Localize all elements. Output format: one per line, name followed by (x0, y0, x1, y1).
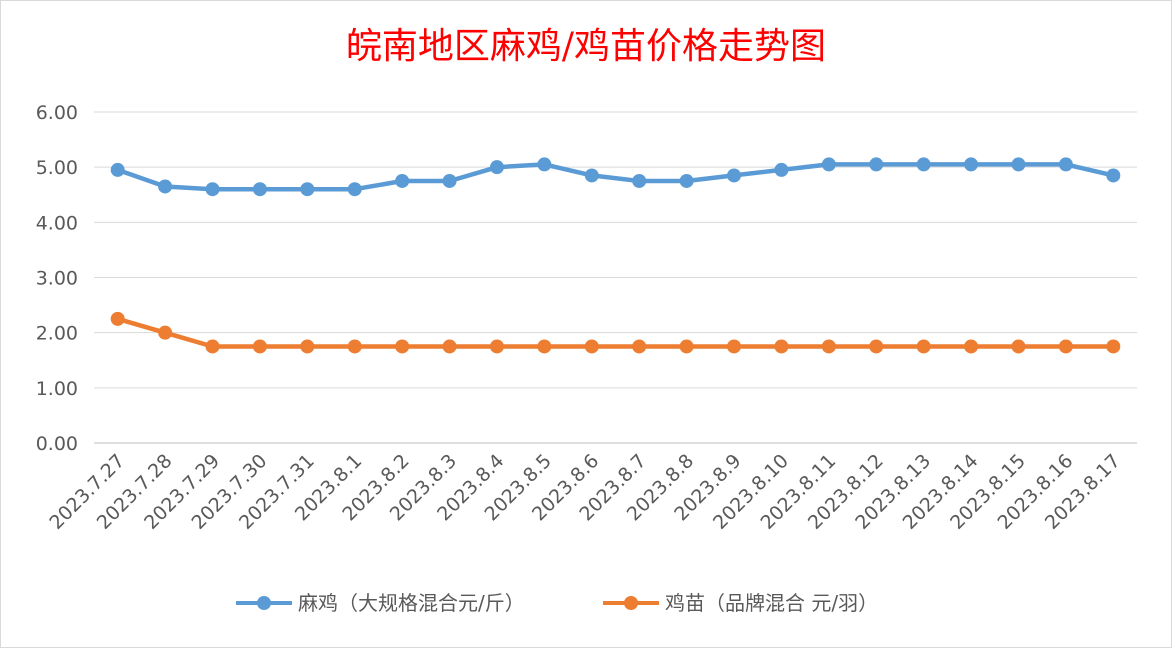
data-point-series-0 (110, 162, 125, 177)
data-point-series-1 (442, 339, 457, 354)
data-point-series-0 (1011, 157, 1026, 172)
data-point-series-0 (679, 173, 694, 188)
legend: 麻鸡（大规格混合元/斤） 鸡苗（品牌混合 元/羽） (236, 591, 878, 615)
data-point-series-1 (537, 339, 552, 354)
data-point-series-1 (821, 339, 836, 354)
y-tick-label: 6.00 (36, 102, 78, 124)
data-point-series-0 (252, 182, 267, 197)
data-point-series-0 (727, 168, 742, 183)
data-point-series-0 (1058, 157, 1073, 172)
y-tick-label: 2.00 (36, 323, 78, 345)
data-point-series-1 (300, 339, 315, 354)
data-point-series-0 (489, 160, 504, 175)
data-point-series-1 (252, 339, 267, 354)
data-point-series-0 (300, 182, 315, 197)
data-point-series-1 (1011, 339, 1026, 354)
data-point-series-0 (774, 162, 789, 177)
data-point-series-0 (347, 182, 362, 197)
data-point-series-0 (442, 173, 457, 188)
data-point-series-0 (1106, 168, 1121, 183)
data-point-series-0 (632, 173, 647, 188)
legend-label-series-1: 鸡苗（品牌混合 元/羽） (665, 591, 878, 615)
series-line-0 (115, 162, 1116, 192)
data-point-series-0 (916, 157, 931, 172)
y-tick-label: 4.00 (36, 212, 78, 234)
y-tick-label: 5.00 (36, 157, 78, 179)
data-point-series-0 (964, 157, 979, 172)
data-point-series-1 (964, 339, 979, 354)
data-point-series-1 (916, 339, 931, 354)
data-point-series-1 (1058, 339, 1073, 354)
data-point-series-0 (584, 168, 599, 183)
data-point-series-0 (821, 157, 836, 172)
gridlines (94, 111, 1137, 444)
data-point-series-1 (395, 339, 410, 354)
data-point-series-1 (489, 339, 504, 354)
data-point-series-1 (205, 339, 220, 354)
legend-label-series-0: 麻鸡（大规格混合元/斤） (298, 591, 525, 615)
series-group (110, 157, 1121, 354)
data-point-series-1 (774, 339, 789, 354)
chart-title: 皖南地区麻鸡/鸡苗价格走势图 (346, 26, 826, 67)
data-point-series-0 (395, 173, 410, 188)
data-point-series-0 (205, 182, 220, 197)
series-line-1 (115, 316, 1116, 349)
data-point-series-0 (158, 179, 173, 194)
data-point-series-1 (347, 339, 362, 354)
data-point-series-1 (584, 339, 599, 354)
data-point-series-1 (1106, 339, 1121, 354)
legend-marker-series-1 (624, 596, 638, 610)
data-point-series-0 (869, 157, 884, 172)
data-point-series-1 (158, 325, 173, 340)
data-point-series-1 (869, 339, 884, 354)
legend-marker-series-0 (257, 596, 271, 610)
y-tick-label: 0.00 (36, 433, 78, 455)
data-point-series-1 (727, 339, 742, 354)
data-point-series-1 (110, 311, 125, 326)
data-point-series-0 (537, 157, 552, 172)
x-axis-ticks: 2023.7.272023.7.282023.7.292023.7.302023… (45, 450, 1125, 534)
data-point-series-1 (679, 339, 694, 354)
y-axis-ticks: 0.00 1.00 2.00 3.00 4.00 5.00 6.00 (36, 102, 78, 455)
y-tick-label: 3.00 (36, 268, 78, 290)
y-tick-label: 1.00 (36, 378, 78, 400)
data-point-series-1 (632, 339, 647, 354)
